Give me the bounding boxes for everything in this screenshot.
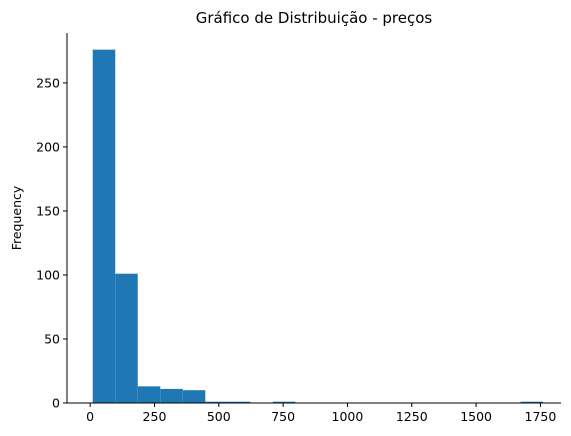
x-tick-label: 750 (271, 409, 295, 424)
y-tick-label: 250 (36, 75, 60, 90)
y-tick-label: 100 (36, 267, 60, 282)
x-tick-label: 1000 (332, 409, 364, 424)
histogram-bar (115, 274, 138, 403)
x-tick-label: 1250 (396, 409, 428, 424)
bars-group (93, 50, 543, 403)
x-tick-label: 1750 (525, 409, 557, 424)
histogram-bar (183, 390, 206, 403)
chart-title: Gráfico de Distribuição - preços (196, 9, 433, 27)
x-axis: 0 250 500 750 1000 1250 1500 1750 (67, 403, 561, 424)
y-axis: 0 50 100 150 200 250 (36, 33, 67, 411)
y-axis-label: Frequency (9, 185, 24, 250)
histogram-bar (138, 386, 161, 403)
y-tick-label: 50 (44, 331, 60, 346)
histogram-bar (93, 50, 116, 403)
y-tick-label: 0 (52, 396, 60, 411)
x-tick-label: 250 (143, 409, 167, 424)
histogram-bar (160, 389, 183, 403)
y-tick-label: 200 (36, 139, 60, 154)
x-tick-label: 500 (207, 409, 231, 424)
x-tick-label: 1500 (460, 409, 492, 424)
x-tick-label: 0 (86, 409, 94, 424)
y-tick-label: 150 (36, 203, 60, 218)
